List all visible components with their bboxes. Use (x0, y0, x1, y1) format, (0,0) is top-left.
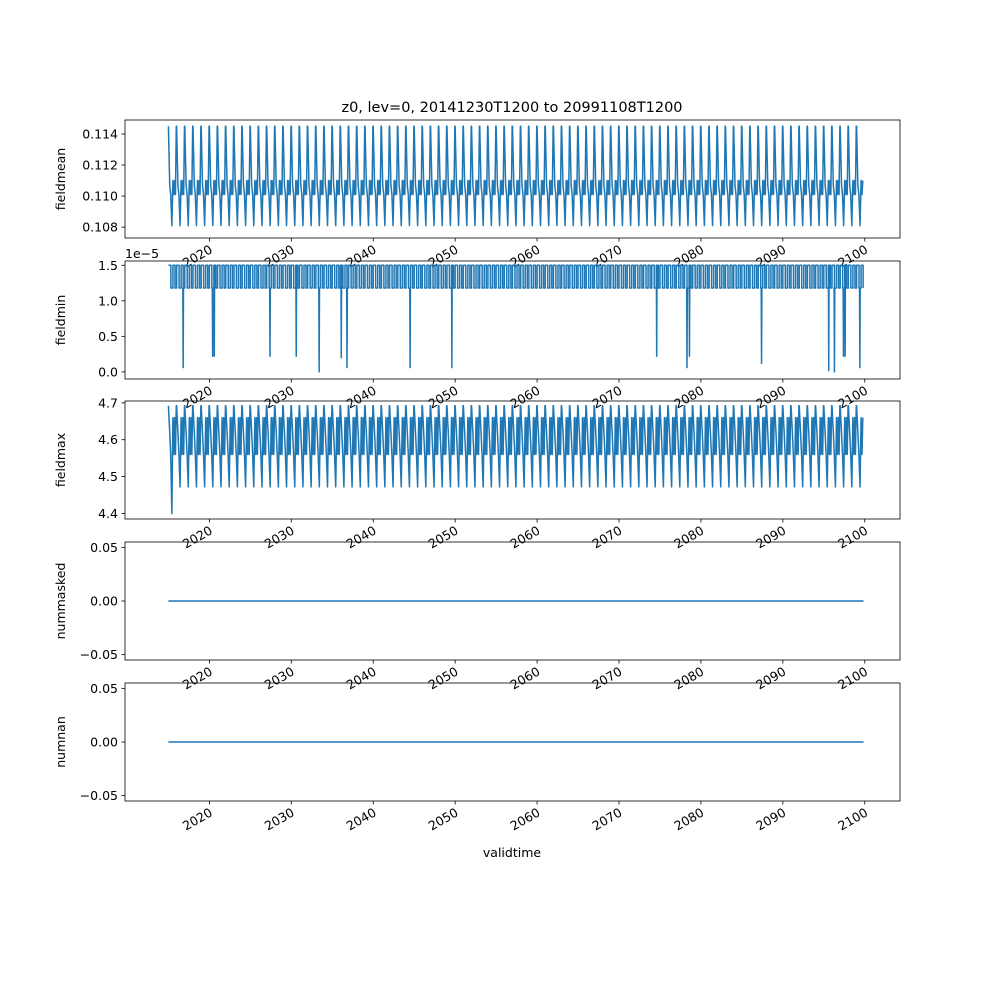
x-tick-label: 2060 (508, 805, 543, 834)
y-tick-label: 4.6 (98, 432, 118, 447)
panel-numnan: −0.05 0.00 0.05 numnan 2020 2030 2040 2050 2060 2… (53, 681, 901, 834)
x-tick-label: 2070 (589, 664, 624, 693)
x-tick-label: 2020 (180, 664, 215, 693)
y-tick-label: 0.00 (90, 735, 118, 750)
y-axis-label-fieldmean: fieldmean (53, 148, 68, 210)
y-tick-label: 0.0 (98, 364, 118, 379)
panels: 0.108 0.110 0.112 0.114 fieldmean 2020 2030 204… (53, 119, 901, 834)
y-tick-label: 1.5 (98, 258, 118, 273)
panel-fieldmax: 4.4 4.5 4.6 4.7 fieldmax 2020 2030 2040 2050 2060… (53, 395, 901, 552)
panel-nummasked: −0.05 0.00 0.05 nummasked 2020 2030 2040 2050 20… (53, 540, 901, 693)
x-axis-label: validtime (483, 845, 541, 860)
x-tick-label: 2080 (671, 523, 706, 552)
x-tick-label: 2100 (835, 523, 870, 552)
plot-frame-fieldmin (124, 260, 901, 380)
x-tick-label: 2090 (753, 805, 788, 834)
y-axis-label-nummasked: nummasked (53, 563, 68, 640)
plot-frame-fieldmean (124, 119, 901, 239)
x-tick-label: 2020 (180, 805, 215, 834)
y-offset-text: 1e−5 (125, 246, 159, 261)
x-tick-label: 2090 (753, 664, 788, 693)
x-tick-label: 2100 (835, 805, 870, 834)
x-tick-label: 2070 (589, 805, 624, 834)
x-tick-label: 2050 (426, 664, 461, 693)
y-tick-label: 4.4 (98, 506, 118, 521)
x-tick-label: 2020 (180, 523, 215, 552)
series-line-fieldmin (168, 264, 864, 373)
y-tick-label: 0.05 (90, 681, 118, 696)
x-tick-label: 2050 (426, 523, 461, 552)
y-tick-label: 0.114 (82, 126, 118, 141)
x-tick-label: 2050 (426, 805, 461, 834)
y-tick-label: 0.5 (98, 329, 118, 344)
y-axis-label-fieldmax: fieldmax (53, 433, 68, 487)
y-tick-label: 0.110 (82, 189, 118, 204)
x-tick-label: 2030 (262, 805, 297, 834)
x-tick-label: 2030 (262, 523, 297, 552)
plot-frame-fieldmax (124, 400, 901, 520)
series-line-fieldmean (167, 125, 864, 227)
x-tick-label: 2060 (508, 664, 543, 693)
x-tick-label: 2040 (344, 523, 379, 552)
x-tick-label: 2040 (344, 664, 379, 693)
x-tick-label: 2040 (344, 805, 379, 834)
chart-title: z0, lev=0, 20141230T1200 to 20991108T120… (341, 100, 682, 116)
y-axis-label-fieldmin: fieldmin (53, 295, 68, 346)
y-tick-label: 0.108 (82, 220, 118, 235)
x-tick-label: 2080 (671, 664, 706, 693)
y-tick-label: 0.05 (90, 540, 118, 555)
y-tick-label: 4.7 (98, 395, 118, 410)
y-tick-label: −0.05 (80, 647, 118, 662)
x-tick-label: 2100 (835, 664, 870, 693)
y-tick-label: 0.00 (90, 594, 118, 609)
x-tick-label: 2060 (508, 523, 543, 552)
y-axis-label-numnan: numnan (53, 716, 68, 768)
x-tick-label: 2070 (589, 523, 624, 552)
y-tick-label: 1.0 (98, 293, 118, 308)
series-line-fieldmax (167, 405, 864, 515)
y-tick-label: −0.05 (80, 788, 118, 803)
x-tick-label: 2030 (262, 664, 297, 693)
x-tick-label: 2080 (671, 805, 706, 834)
x-tick-label: 2090 (753, 523, 788, 552)
y-tick-label: 4.5 (98, 469, 118, 484)
y-tick-label: 0.112 (82, 158, 118, 173)
